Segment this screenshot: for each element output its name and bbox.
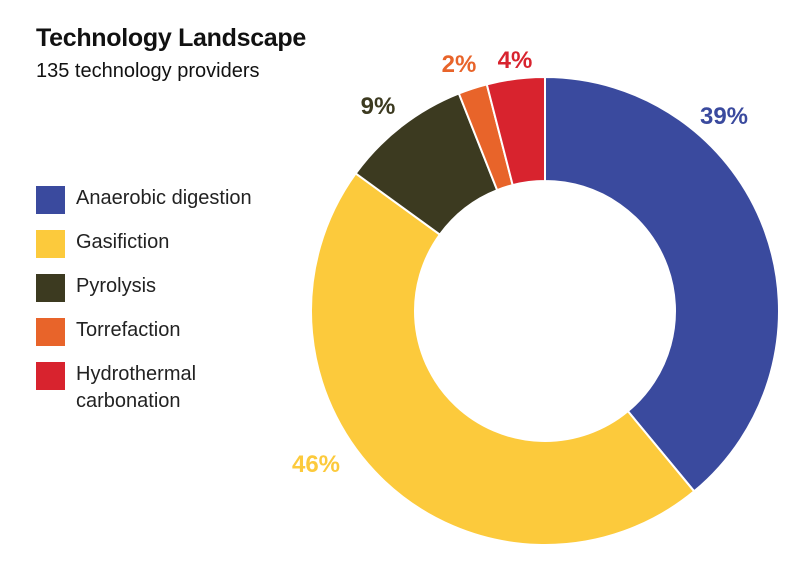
- chart-subtitle: 135 technology providers: [36, 60, 260, 82]
- donut-percent-labels: 39% 46% 9% 2% 4%: [292, 47, 748, 478]
- slice-anaerobic-digestion: [544, 75, 780, 493]
- legend-label-line2: carbonation: [76, 390, 181, 412]
- slice-hydrothermal-carbonation: [485, 75, 546, 187]
- legend-swatch: [36, 274, 65, 302]
- legend-item-anaerobic-digestion: Anaerobic digestion: [36, 184, 306, 228]
- donut-slices: [310, 75, 780, 546]
- legend-item-torrefaction: Torrefaction: [36, 316, 306, 360]
- legend-item-hydrothermal-carbonation: Hydrothermal carbonation: [36, 360, 306, 420]
- legend-item-pyrolysis: Pyrolysis: [36, 272, 306, 316]
- percent-label-pyrolysis: 9%: [361, 93, 396, 120]
- legend-swatch: [36, 318, 65, 346]
- legend-label: Hydrothermal carbonation: [76, 361, 306, 415]
- chart-title: Technology Landscape: [36, 24, 306, 52]
- legend-swatch: [36, 186, 65, 214]
- percent-label-torrefaction: 2%: [442, 51, 477, 78]
- slice-gasifiction: [310, 172, 696, 546]
- percent-label-hydrothermal-carbonation: 4%: [498, 47, 533, 74]
- legend-swatch: [36, 230, 65, 258]
- legend-item-gasifiction: Gasifiction: [36, 228, 306, 272]
- legend-label: Torrefaction: [76, 319, 181, 341]
- percent-label-anaerobic-digestion: 39%: [700, 103, 748, 130]
- legend-swatch: [36, 362, 65, 390]
- legend-label-line1: Hydrothermal: [76, 363, 197, 385]
- legend-label: Anaerobic digestion: [76, 187, 252, 209]
- legend: Anaerobic digestion Gasifiction Pyrolysi…: [36, 184, 306, 420]
- legend-label: Gasifiction: [76, 231, 170, 253]
- legend-label: Pyrolysis: [76, 275, 157, 297]
- percent-label-gasifiction: 46%: [292, 451, 340, 478]
